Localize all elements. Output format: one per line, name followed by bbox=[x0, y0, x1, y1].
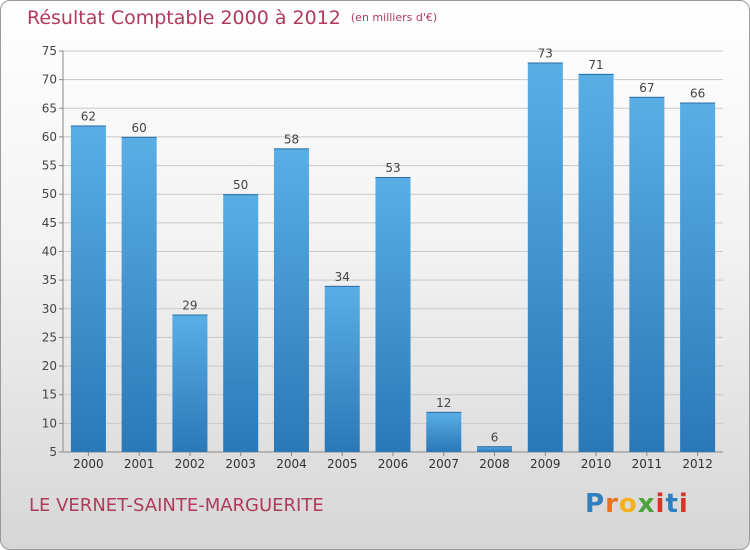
logo-letter: t bbox=[665, 489, 679, 519]
data-label: 34 bbox=[335, 270, 350, 284]
bars-layer bbox=[70, 62, 716, 453]
logo-letter: x bbox=[637, 489, 656, 519]
bar bbox=[223, 194, 259, 452]
bar bbox=[172, 314, 208, 452]
x-tick-label: 2001 bbox=[124, 457, 155, 471]
logo-letter: r bbox=[605, 489, 619, 519]
x-tick-label: 2012 bbox=[682, 457, 713, 471]
y-tick-label: 5 bbox=[49, 445, 57, 459]
bar bbox=[324, 285, 360, 452]
bar bbox=[527, 62, 563, 452]
x-tick-label: 2008 bbox=[479, 457, 510, 471]
y-tick-label: 70 bbox=[42, 73, 57, 87]
x-tick-label: 2005 bbox=[327, 457, 358, 471]
chart-title-unit: (en milliers d'€) bbox=[350, 11, 438, 24]
bar bbox=[121, 136, 157, 452]
data-label: 71 bbox=[588, 58, 603, 72]
chart-title: Résultat Comptable 2000 à 2012 (en millie… bbox=[27, 7, 437, 29]
x-tick-label: 2010 bbox=[581, 457, 612, 471]
data-label: 58 bbox=[284, 132, 299, 146]
data-label: 50 bbox=[233, 178, 248, 192]
x-tick-label: 2004 bbox=[276, 457, 307, 471]
data-label: 62 bbox=[81, 109, 96, 123]
y-tick-label: 55 bbox=[42, 159, 57, 173]
y-tick-label: 65 bbox=[42, 101, 57, 115]
bar bbox=[70, 125, 106, 452]
bar bbox=[375, 177, 411, 452]
bar bbox=[629, 96, 665, 452]
labels-layer: 5 10 15 20 25 30 35 40 45 50 55 60 65 70 75 62 2000 60 200… bbox=[42, 44, 713, 471]
logo-letter: i bbox=[678, 489, 689, 519]
y-tick-label: 20 bbox=[42, 359, 57, 373]
logo-letter: P bbox=[585, 489, 606, 519]
data-label: 60 bbox=[132, 121, 147, 135]
data-label: 67 bbox=[639, 81, 654, 95]
x-tick-label: 2002 bbox=[175, 457, 206, 471]
data-label: 66 bbox=[690, 87, 705, 101]
y-tick-label: 75 bbox=[42, 44, 57, 58]
y-tick-label: 10 bbox=[42, 416, 57, 430]
x-tick-label: 2011 bbox=[632, 457, 663, 471]
data-label: 12 bbox=[436, 396, 451, 410]
logo-letter: i bbox=[655, 489, 666, 519]
bar bbox=[273, 148, 309, 452]
bar bbox=[477, 446, 513, 452]
x-tick-label: 2000 bbox=[73, 457, 104, 471]
x-tick-label: 2007 bbox=[428, 457, 459, 471]
y-tick-label: 60 bbox=[42, 130, 57, 144]
data-label: 29 bbox=[182, 299, 197, 313]
bar bbox=[578, 73, 614, 453]
data-label: 53 bbox=[385, 161, 400, 175]
chart-title-main: Résultat Comptable 2000 à 2012 bbox=[27, 7, 341, 29]
data-label: 73 bbox=[538, 46, 553, 60]
bar bbox=[426, 411, 462, 452]
data-label: 6 bbox=[491, 430, 499, 444]
x-tick-label: 2006 bbox=[378, 457, 409, 471]
x-tick-label: 2009 bbox=[530, 457, 561, 471]
bar bbox=[680, 102, 716, 453]
y-tick-label: 25 bbox=[42, 330, 57, 344]
y-tick-label: 15 bbox=[42, 388, 57, 402]
x-tick-label: 2003 bbox=[225, 457, 256, 471]
y-tick-label: 30 bbox=[42, 302, 57, 316]
y-tick-label: 40 bbox=[42, 245, 57, 259]
y-tick-label: 50 bbox=[42, 187, 57, 201]
proxiti-logo: Proxiti bbox=[585, 489, 689, 519]
commune-name: LE VERNET-SAINTE-MARGUERITE bbox=[29, 495, 324, 516]
y-tick-label: 45 bbox=[42, 216, 57, 230]
y-tick-label: 35 bbox=[42, 273, 57, 287]
logo-letter: o bbox=[618, 489, 638, 519]
